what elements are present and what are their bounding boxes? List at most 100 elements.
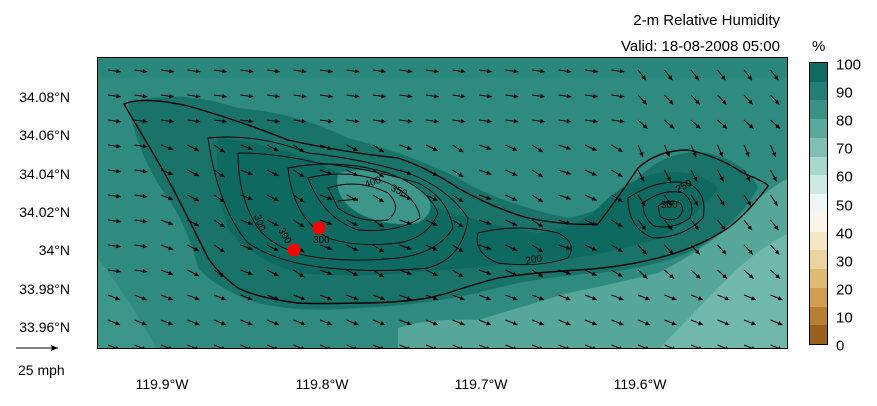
wind-vector-head bbox=[695, 99, 700, 105]
wind-vector-head bbox=[381, 94, 386, 99]
wind-vector-head bbox=[432, 171, 438, 176]
wind-vector-head bbox=[698, 321, 704, 326]
wind-vector-head bbox=[512, 271, 518, 276]
wind-vector bbox=[478, 344, 488, 348]
wind-vector-head bbox=[273, 146, 279, 151]
colorbar-segment bbox=[810, 137, 827, 157]
wind-vector bbox=[240, 344, 250, 348]
wind-vector-head bbox=[406, 220, 412, 225]
wind-vector-head bbox=[640, 176, 645, 182]
wind-vector-head bbox=[722, 124, 728, 129]
wind-vector-head bbox=[487, 94, 492, 99]
wind-vector-head bbox=[773, 200, 778, 206]
colorbar-segment bbox=[810, 100, 827, 120]
wind-vector-head bbox=[666, 176, 671, 182]
wind-vector bbox=[134, 344, 144, 348]
wind-vector-head bbox=[115, 346, 119, 348]
wind-vector-head bbox=[406, 296, 412, 301]
colorbar-segment bbox=[810, 119, 827, 138]
wind-vector-head bbox=[273, 171, 279, 176]
wind-vector bbox=[770, 344, 780, 348]
wind-vector-head bbox=[247, 321, 253, 326]
wind-vector-head bbox=[566, 119, 572, 124]
wind-vector-head bbox=[591, 271, 597, 276]
lat-label: 34.04°N bbox=[19, 166, 70, 182]
wind-vector-head bbox=[168, 296, 174, 301]
wind-vector-head bbox=[565, 145, 571, 150]
wind-vector-head bbox=[219, 272, 225, 278]
wind-vector-head bbox=[458, 172, 464, 177]
wind-vector-head bbox=[406, 321, 412, 326]
wind-vector-head bbox=[221, 296, 227, 301]
wind-vector-head bbox=[566, 69, 572, 74]
wind-vector-head bbox=[642, 99, 647, 105]
wind-vector-head bbox=[194, 171, 200, 177]
wind-vector-head bbox=[248, 119, 254, 124]
wind-vector-head bbox=[538, 197, 544, 202]
wind-vector-head bbox=[722, 274, 728, 279]
wind-vector-head bbox=[353, 321, 359, 326]
colorbar-segment bbox=[810, 306, 827, 326]
wind-vector-head bbox=[746, 200, 752, 206]
wind-vector-head bbox=[221, 346, 225, 348]
wind-vector-head bbox=[380, 321, 386, 326]
rh-field-island-core bbox=[216, 138, 718, 276]
wind-vector-head bbox=[141, 296, 147, 301]
colorbar-segment bbox=[810, 325, 827, 345]
wind-vector-head bbox=[142, 219, 148, 224]
wind-vector-head bbox=[327, 170, 333, 175]
wind-vector-head bbox=[746, 176, 751, 182]
wind-vector-head bbox=[667, 200, 672, 206]
wind-vector-head bbox=[434, 94, 439, 99]
wind-vector-head bbox=[486, 296, 492, 301]
wind-vector-head bbox=[513, 119, 519, 124]
wind-vector-head bbox=[593, 94, 598, 99]
wind-vector-head bbox=[460, 119, 466, 124]
wind-vector-head bbox=[775, 124, 781, 129]
colorbar-tick-label: 50 bbox=[836, 197, 853, 214]
wind-vector-head bbox=[774, 75, 779, 81]
wind-vector-head bbox=[327, 270, 333, 275]
wind-vector-head bbox=[248, 94, 254, 99]
wind-vector-head bbox=[380, 346, 384, 348]
wind-vector-head bbox=[778, 346, 781, 348]
map-panel: 400 350 300 300 300 200 250 300 bbox=[97, 57, 788, 349]
wind-vector-head bbox=[540, 119, 545, 124]
wind-vector-head bbox=[695, 124, 701, 129]
wind-vector-head bbox=[194, 221, 200, 227]
wind-vector-head bbox=[671, 296, 677, 301]
lat-label: 34.06°N bbox=[19, 127, 70, 143]
wind-vector-head bbox=[591, 146, 597, 151]
wind-vector bbox=[452, 344, 462, 348]
wind-vector-head bbox=[747, 75, 753, 81]
wind-vector-head bbox=[771, 151, 776, 157]
wind-vector-head bbox=[747, 225, 753, 231]
wind-vector-head bbox=[432, 221, 438, 226]
colorbar-tick-label: 30 bbox=[836, 253, 853, 271]
wind-vector-head bbox=[274, 346, 278, 348]
wind-vectors bbox=[107, 69, 783, 348]
wind-vector-head bbox=[194, 146, 200, 152]
wind-vector-head bbox=[142, 169, 148, 174]
wind-vector-head bbox=[301, 69, 307, 74]
wind-vector-head bbox=[617, 172, 623, 177]
wind-vector-head bbox=[617, 272, 623, 277]
wind-vector-head bbox=[642, 274, 648, 279]
lat-label: 34.02°N bbox=[19, 204, 70, 220]
wind-vector-head bbox=[434, 119, 439, 124]
colorbar-segment bbox=[810, 269, 827, 288]
wind-vector-head bbox=[406, 245, 412, 250]
wind-vector-head bbox=[327, 145, 333, 150]
wind-vector-head bbox=[299, 272, 305, 278]
wind-vector-head bbox=[642, 124, 648, 129]
wind-vector-head bbox=[720, 200, 725, 206]
wind-vector-head bbox=[565, 321, 571, 326]
wind-vector-head bbox=[406, 170, 412, 175]
wind-vector-head bbox=[592, 346, 596, 348]
wind-vector-head bbox=[512, 296, 518, 301]
wind-vector-head bbox=[617, 147, 623, 152]
lat-label: 34.08°N bbox=[19, 89, 70, 105]
wind-vector-head bbox=[406, 195, 412, 200]
wind-vector-head bbox=[772, 176, 777, 182]
colorbar-segment bbox=[810, 212, 827, 232]
